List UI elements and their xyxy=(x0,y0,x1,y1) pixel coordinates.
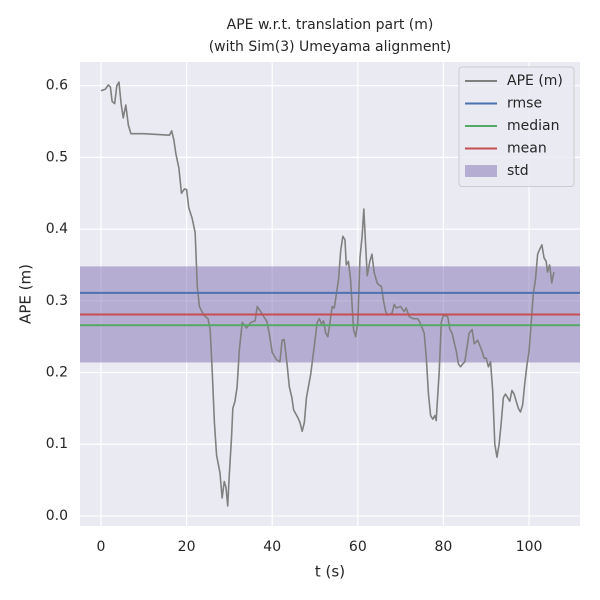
x-axis-label: t (s) xyxy=(315,563,345,581)
legend-frame xyxy=(458,66,575,187)
legend-label: rmse xyxy=(507,96,542,112)
x-tick-label: 100 xyxy=(516,539,543,555)
legend-swatch xyxy=(465,165,497,177)
legend-label: std xyxy=(507,163,529,179)
x-tick-label: 80 xyxy=(435,539,453,555)
y-tick-label: 0.4 xyxy=(46,221,68,237)
legend-label: median xyxy=(507,118,559,134)
legend: APE (m) rmse median mean std xyxy=(458,66,575,187)
legend-label: APE (m) xyxy=(507,73,563,89)
y-tick-label: 0.0 xyxy=(46,508,68,524)
chart-title: APE w.r.t. translation part (m) xyxy=(227,17,434,33)
ape-line xyxy=(100,81,555,507)
y-tick-label: 0.1 xyxy=(46,436,68,452)
x-tick-label: 60 xyxy=(349,539,367,555)
legend-label: mean xyxy=(507,141,547,157)
marks xyxy=(80,81,580,507)
x-tick-label: 0 xyxy=(97,539,106,555)
y-tick-label: 0.6 xyxy=(46,78,68,94)
y-axis-label: APE (m) xyxy=(17,264,35,324)
x-tick-label: 40 xyxy=(263,539,281,555)
y-tick-label: 0.3 xyxy=(46,293,68,309)
y-tick-label: 0.2 xyxy=(46,365,68,381)
x-tick-label: 20 xyxy=(178,539,196,555)
chart-subtitle: (with Sim(3) Umeyama alignment) xyxy=(209,39,452,55)
y-tick-label: 0.5 xyxy=(46,149,68,165)
